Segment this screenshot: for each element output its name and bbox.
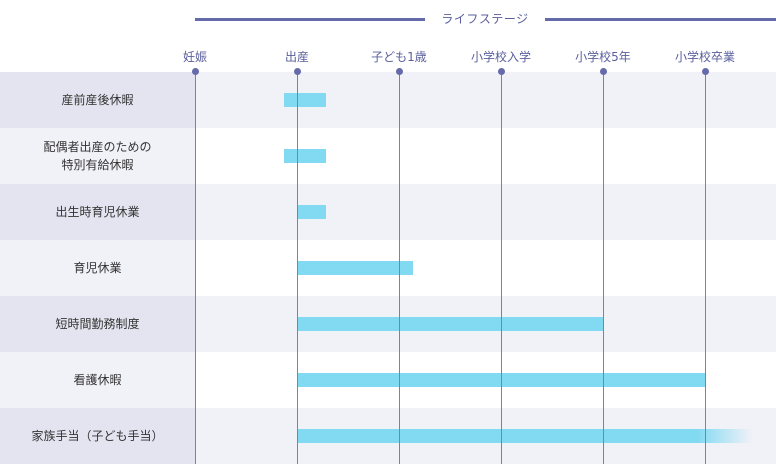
row-postnatal-parental-leave: 出生時育児休業: [0, 184, 776, 240]
stage-label-age1: 子ども1歳: [371, 50, 427, 64]
stage-line: [194, 72, 196, 464]
stage-label-elementary-entry: 小学校入学: [470, 50, 531, 64]
row-short-hours: 短時間勤務制度: [0, 296, 776, 352]
stage-marker: [293, 68, 301, 75]
stage-label-elementary-grade5: 小学校5年: [575, 50, 631, 64]
row-label: 配偶者出産のための 特別有給休暇: [0, 128, 195, 184]
row-label: 家族手当（子ども手当）: [0, 408, 195, 464]
stage-label-elementary-graduation: 小学校卒業: [674, 50, 735, 64]
row-maternity-leave: 産前産後休暇: [0, 72, 776, 128]
stage-line: [398, 72, 400, 464]
row-parental-leave: 育児休業: [0, 240, 776, 296]
timeline-bar: [297, 261, 413, 275]
timeline-bar: [284, 93, 326, 107]
stage-line: [500, 72, 502, 464]
row-spouse-birth-leave: 配偶者出産のための 特別有給休暇: [0, 128, 776, 184]
row-family-allowance: 家族手当（子ども手当）: [0, 408, 776, 464]
stage-marker: [395, 68, 403, 75]
header-rule-left: [195, 18, 425, 21]
stage-line: [602, 72, 604, 464]
row-nursing-leave: 看護休暇: [0, 352, 776, 408]
stage-marker: [191, 68, 199, 75]
stage-marker: [701, 68, 709, 75]
row-label: 短時間勤務制度: [0, 296, 195, 352]
row-label: 看護休暇: [0, 352, 195, 408]
stage-line: [704, 72, 706, 464]
timeline-bar: [297, 205, 326, 219]
stage-marker: [497, 68, 505, 75]
header-title: ライフステージ: [441, 12, 529, 26]
timeline-bar: [297, 317, 603, 331]
row-label: 出生時育児休業: [0, 184, 195, 240]
timeline-bar: [284, 149, 326, 163]
stage-label-pregnancy: 妊娠: [182, 50, 207, 64]
header-rule-right: [545, 18, 776, 21]
stage-line: [296, 72, 298, 464]
row-label: 産前産後休暇: [0, 72, 195, 128]
stage-marker: [599, 68, 607, 75]
row-label: 育児休業: [0, 240, 195, 296]
timeline-bar: [297, 429, 752, 443]
stage-label-birth: 出産: [284, 50, 309, 64]
